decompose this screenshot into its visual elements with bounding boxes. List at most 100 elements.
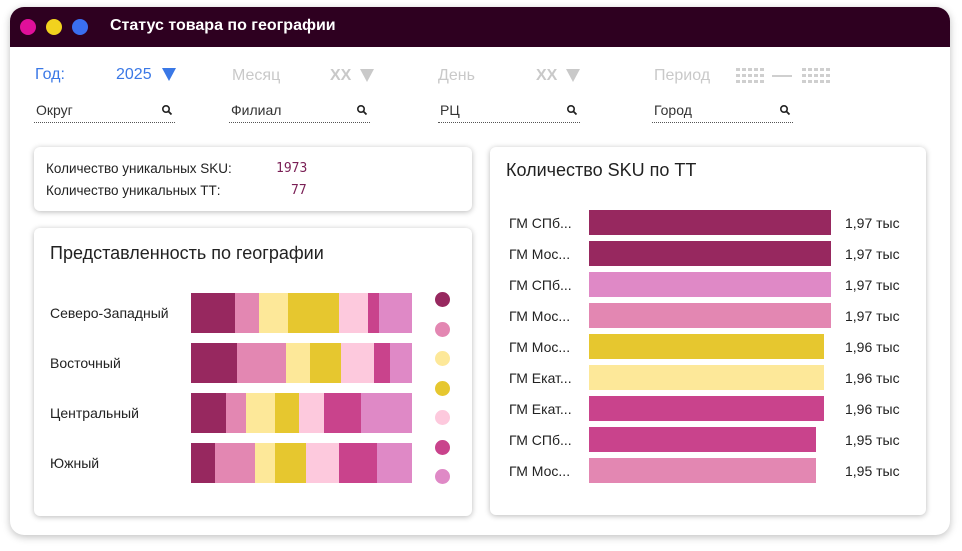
period-end-calendar-icon[interactable]	[802, 68, 830, 84]
tt-bar[interactable]	[589, 427, 816, 452]
bar-segment[interactable]	[237, 343, 287, 383]
tt-bar[interactable]	[589, 334, 824, 359]
tt-row-label: ГМ СПб...	[509, 432, 572, 448]
period-start-calendar-icon[interactable]	[736, 68, 764, 84]
tt-row-value: 1,97 тыс	[845, 246, 900, 262]
bar-segment[interactable]	[191, 393, 227, 433]
bar-segment[interactable]	[389, 343, 412, 383]
region-label: Северо-Западный	[50, 305, 169, 321]
legend-dot[interactable]	[435, 292, 450, 307]
bar-segment[interactable]	[191, 293, 236, 333]
month-select[interactable]: XX	[330, 67, 374, 85]
bar-segment[interactable]	[288, 293, 340, 333]
tt-bar[interactable]	[589, 210, 831, 235]
bar-segment[interactable]	[226, 393, 247, 433]
bar-segment[interactable]	[191, 343, 238, 383]
search-icon	[779, 104, 791, 116]
search-icon	[356, 104, 368, 116]
tt-bar[interactable]	[589, 241, 831, 266]
chevron-down-icon	[162, 68, 177, 82]
chevron-down-icon	[359, 69, 374, 83]
legend-dot[interactable]	[435, 410, 450, 425]
year-label: Год:	[35, 66, 65, 83]
tt-row-value: 1,97 тыс	[845, 308, 900, 324]
bar-segment[interactable]	[215, 443, 256, 483]
bar-segment[interactable]	[235, 293, 260, 333]
month-label: Месяц	[232, 67, 281, 84]
period-dash	[772, 75, 792, 77]
search-icon	[566, 104, 578, 116]
bar-segment[interactable]	[339, 293, 368, 333]
tt-row-label: ГМ Екат...	[509, 370, 572, 386]
window-title: Статус товара по географии	[110, 17, 336, 34]
bar-segment[interactable]	[246, 393, 275, 433]
bar-segment[interactable]	[323, 393, 362, 433]
region-stacked-bar[interactable]	[191, 343, 412, 383]
bar-segment[interactable]	[259, 293, 289, 333]
tt-row-label: ГМ Мос...	[509, 339, 571, 355]
search-field-gorod[interactable]: Город	[652, 100, 793, 123]
sku-by-tt-card: Количество SKU по ТТ ГМ СПб... 1,97 тыс ГМ…	[490, 147, 926, 515]
chevron-down-icon	[565, 69, 580, 83]
bar-segment[interactable]	[374, 343, 390, 383]
unique-tt-value: 77	[291, 183, 307, 198]
legend-dot[interactable]	[435, 439, 450, 455]
bar-segment[interactable]	[341, 343, 375, 383]
tt-row-label: ГМ СПб...	[509, 277, 572, 293]
legend-dot[interactable]	[435, 380, 450, 396]
unique-sku-value: 1973	[276, 161, 308, 176]
tt-row-label: ГМ Мос...	[509, 463, 571, 479]
search-field-label: Город	[654, 102, 692, 118]
tt-row-label: ГМ СПб...	[509, 215, 572, 231]
tt-bar[interactable]	[589, 303, 831, 328]
tt-row-value: 1,96 тыс	[845, 370, 900, 386]
month-value: XX	[330, 67, 352, 84]
region-stacked-bar[interactable]	[191, 293, 412, 333]
tt-row-value: 1,97 тыс	[845, 215, 900, 231]
geography-card-title: Представленность по географии	[50, 243, 324, 263]
tt-row-label: ГМ Мос...	[509, 308, 571, 324]
bar-segment[interactable]	[361, 393, 412, 433]
bar-segment[interactable]	[378, 293, 412, 333]
search-icon	[161, 104, 173, 116]
search-field-label: Округ	[36, 102, 73, 118]
day-value: XX	[536, 67, 558, 84]
bar-segment[interactable]	[274, 443, 306, 483]
day-label: День	[438, 67, 475, 84]
day-select[interactable]: XX	[536, 67, 580, 85]
search-field-filial[interactable]: Филиал	[229, 100, 370, 123]
title-bar: Статус товара по географии	[10, 7, 950, 47]
bar-segment[interactable]	[367, 293, 379, 333]
geography-card: Представленность по географии Северо-Зап…	[34, 228, 472, 516]
year-select[interactable]: 2025	[116, 66, 177, 84]
region-stacked-bar[interactable]	[191, 443, 412, 483]
bar-segment[interactable]	[299, 393, 324, 433]
bar-segment[interactable]	[339, 443, 377, 483]
minimize-window-button[interactable]	[46, 19, 62, 35]
bar-segment[interactable]	[274, 393, 300, 433]
region-stacked-bar[interactable]	[191, 393, 412, 433]
region-label: Центральный	[50, 405, 139, 421]
search-field-rc[interactable]: РЦ	[438, 100, 580, 123]
tt-bar[interactable]	[589, 458, 816, 483]
maximize-window-button[interactable]	[72, 19, 88, 35]
tt-bar[interactable]	[589, 396, 824, 421]
sku-by-tt-title: Количество SKU по ТТ	[506, 160, 697, 180]
tt-row-label: ГМ Екат...	[509, 401, 572, 417]
bar-segment[interactable]	[286, 343, 311, 383]
search-field-okrug[interactable]: Округ	[34, 100, 175, 123]
bar-segment[interactable]	[305, 443, 340, 483]
tt-row-label: ГМ Мос...	[509, 246, 571, 262]
bar-segment[interactable]	[376, 443, 412, 483]
close-window-button[interactable]	[20, 19, 36, 35]
unique-tt-label: Количество уникальных ТТ:	[46, 183, 221, 198]
legend-dot[interactable]	[435, 321, 450, 337]
tt-bar[interactable]	[589, 365, 824, 390]
legend-dot[interactable]	[435, 469, 450, 484]
bar-segment[interactable]	[191, 443, 216, 483]
bar-segment[interactable]	[255, 443, 275, 483]
tt-bar[interactable]	[589, 272, 831, 297]
bar-segment[interactable]	[310, 343, 342, 383]
legend-dot[interactable]	[435, 351, 450, 366]
tt-row-value: 1,97 тыс	[845, 277, 900, 293]
